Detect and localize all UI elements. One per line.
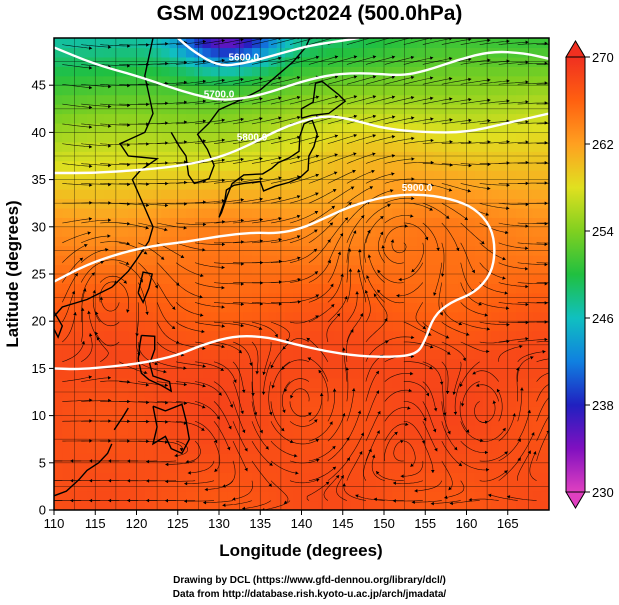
colorbar-tick-label: 270 [592,50,614,65]
colorbar-max-arrow [565,40,586,58]
y-tick-label: 0 [39,503,46,518]
y-tick-label: 25 [32,267,46,282]
y-axis-label: Latitude (degrees) [3,200,22,347]
credit-data: Data from http://database.rish.kyoto-u.a… [172,589,447,600]
x-tick-label: 125 [167,516,189,531]
y-tick-label: 10 [32,408,46,423]
x-tick-label: 165 [497,516,519,531]
x-tick-label: 150 [373,516,395,531]
y-tick-label: 15 [32,361,46,376]
x-tick-label: 110 [44,516,65,531]
colorbar-bar [565,56,586,493]
x-tick-label: 155 [414,516,436,531]
plot-area: 5600.0 5700.0 5800.0 5900.0 [53,37,550,511]
credit-drawing: Drawing by DCL (https://www.gfd-dennou.o… [173,575,446,586]
colorbar-tick-label: 238 [592,398,614,413]
colorbar-min-arrow [565,491,586,509]
x-tick-label: 140 [291,516,313,531]
x-axis-label: Longitude (degrees) [219,541,382,560]
y-tick-label: 40 [32,125,46,140]
wind-streamlines [54,38,549,510]
y-axis-ticks: 0 5 10 15 20 25 30 35 40 45 [32,78,54,518]
contour-label: 5700.0 [204,89,235,100]
contour-label: 5900.0 [402,183,433,194]
chart-title: GSM 00Z19Oct2024 (500.0hPa) [156,2,463,25]
y-tick-label: 20 [32,314,46,329]
colorbar-tick-label: 246 [592,311,614,326]
contour-label: 5600.0 [228,52,259,63]
x-tick-label: 115 [85,516,106,531]
y-tick-label: 30 [32,219,46,234]
colorbar: 230 238 246 254 262 270 [565,40,614,509]
x-axis-ticks: 110 115 120 125 130 135 140 145 150 155 160 165 [44,510,519,531]
contour-line [54,46,549,101]
colorbar-tick-label: 254 [592,224,614,239]
x-tick-label: 135 [249,516,271,531]
coastlines [54,38,347,497]
colorbar-tick-label: 262 [592,137,614,152]
colorbar-tick-label: 230 [592,485,614,500]
x-tick-label: 130 [208,516,230,531]
height-contours: 5600.0 5700.0 5800.0 5900.0 [54,38,549,371]
contour-label: 5800.0 [237,133,268,144]
contour-line [176,38,360,67]
y-tick-label: 35 [32,172,46,187]
grid-lines [53,38,549,511]
y-tick-label: 5 [39,455,46,470]
y-tick-label: 45 [32,78,46,93]
contour-line [54,112,549,175]
contour-line [54,193,496,371]
x-tick-label: 160 [456,516,478,531]
x-tick-label: 120 [126,516,148,531]
x-tick-label: 145 [332,516,354,531]
